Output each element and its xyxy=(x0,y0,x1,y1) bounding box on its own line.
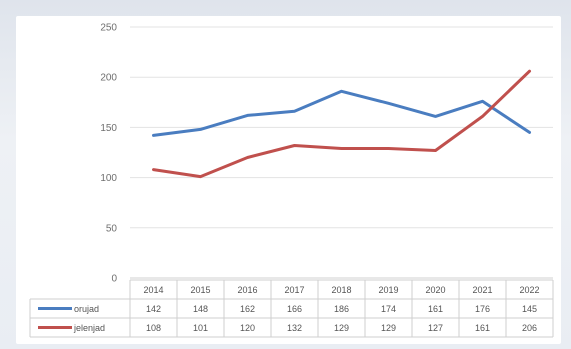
table-cell: 162 xyxy=(240,304,255,314)
x-tick-label: 2015 xyxy=(190,285,210,295)
x-tick-label: 2014 xyxy=(143,285,163,295)
table-cell: 186 xyxy=(334,304,349,314)
gridlines xyxy=(130,26,553,279)
legend-label-orujad: orujad xyxy=(74,304,99,314)
table-cell: 101 xyxy=(193,323,208,333)
table-cell: 206 xyxy=(522,323,537,333)
y-axis-ticks: 0 50 100 150 200 250 xyxy=(100,23,117,285)
table-cell: 161 xyxy=(428,304,443,314)
x-tick-label: 2016 xyxy=(237,285,257,295)
x-tick-label: 2020 xyxy=(425,285,445,295)
table-cell: 145 xyxy=(522,304,537,314)
y-tick-label: 150 xyxy=(100,123,117,134)
table-cell: 127 xyxy=(428,323,443,333)
table-cell: 166 xyxy=(287,304,302,314)
x-tick-label: 2019 xyxy=(378,285,398,295)
y-tick-label: 200 xyxy=(100,73,117,84)
series-line-orujad xyxy=(152,89,531,137)
series-line-jelenjad xyxy=(152,69,531,179)
x-tick-label: 2022 xyxy=(519,285,539,295)
table-cell: 120 xyxy=(240,323,255,333)
series-lines xyxy=(152,69,531,179)
x-tick-label: 2017 xyxy=(284,285,304,295)
table-cell: 161 xyxy=(475,323,490,333)
x-tick-label: 2021 xyxy=(472,285,492,295)
y-tick-label: 250 xyxy=(100,23,117,34)
table-cell: 129 xyxy=(334,323,349,333)
table-cell: 132 xyxy=(287,323,302,333)
legend-label-jelenjad: jelenjad xyxy=(73,323,105,333)
data-table: 2014 2015 2016 2017 2018 2019 2020 2021 2022 oruj… xyxy=(29,279,554,338)
table-cell: 108 xyxy=(146,323,161,333)
table-cell: 148 xyxy=(193,304,208,314)
table-cell: 142 xyxy=(146,304,161,314)
y-tick-label: 100 xyxy=(100,173,117,184)
y-tick-label: 0 xyxy=(111,274,117,285)
table-cell: 129 xyxy=(381,323,396,333)
y-tick-label: 50 xyxy=(106,223,118,234)
x-tick-label: 2018 xyxy=(331,285,351,295)
chart-card xyxy=(16,16,561,344)
table-cell: 176 xyxy=(475,304,490,314)
table-cell: 174 xyxy=(381,304,396,314)
